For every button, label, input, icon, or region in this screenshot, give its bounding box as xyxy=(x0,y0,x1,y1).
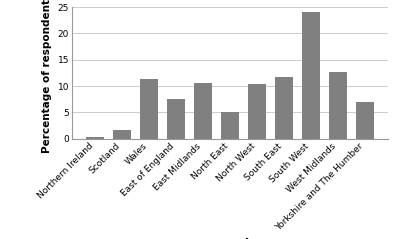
Bar xyxy=(302,12,320,139)
Bar xyxy=(329,72,347,139)
Bar xyxy=(113,130,131,139)
Bar xyxy=(86,137,104,139)
Bar xyxy=(194,83,212,139)
Bar xyxy=(167,99,185,139)
X-axis label: UK Region: UK Region xyxy=(194,238,266,239)
Bar xyxy=(248,84,266,139)
Bar xyxy=(356,102,374,139)
Bar xyxy=(221,112,239,139)
Bar xyxy=(140,79,158,139)
Y-axis label: Percentage of respondents: Percentage of respondents xyxy=(42,0,52,153)
Bar xyxy=(275,77,293,139)
